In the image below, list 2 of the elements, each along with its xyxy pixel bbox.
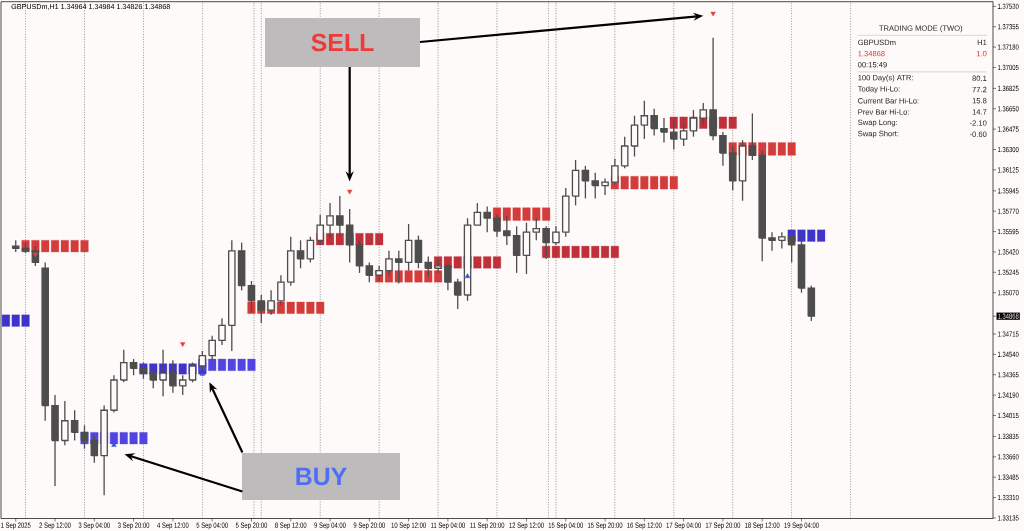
annotation: SELL — [311, 33, 374, 52]
annotation: BUY — [296, 467, 347, 486]
